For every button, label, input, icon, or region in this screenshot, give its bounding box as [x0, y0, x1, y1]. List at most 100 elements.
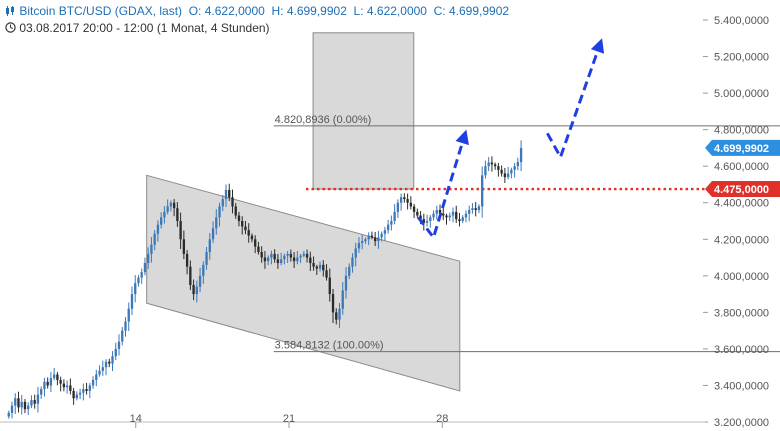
candle — [56, 371, 59, 386]
candle — [147, 247, 150, 270]
candle-body — [286, 253, 289, 256]
y-tick-label: 5.400,0000 — [714, 15, 769, 27]
candle-body — [331, 294, 335, 313]
last-price-tag: 4.699,9902 — [705, 139, 780, 156]
candle — [354, 242, 357, 267]
candle — [510, 167, 513, 179]
candle-body — [211, 228, 215, 240]
candle — [228, 183, 231, 202]
candle — [432, 210, 435, 221]
symbol-label: Bitcoin BTC/USD (GDAX, last) — [19, 4, 183, 18]
chart-subheader: 03.08.2017 20:00 - 12:00 (1 Monat, 4 Stu… — [5, 21, 270, 35]
candle-body — [396, 202, 400, 212]
candle — [390, 215, 393, 231]
candle-body — [328, 277, 331, 295]
candle-body — [296, 257, 299, 262]
y-tick-label: 3.800,0000 — [714, 307, 769, 319]
candle-body — [364, 239, 367, 242]
candle — [519, 140, 523, 172]
candle — [172, 199, 176, 217]
y-tick-label: 3.200,0000 — [714, 417, 769, 429]
candle-body — [260, 252, 263, 258]
candle-body — [153, 233, 156, 245]
candle-body — [140, 272, 143, 278]
chart-header: Bitcoin BTC/USD (GDAX, last) O: 4.622,00… — [5, 4, 509, 18]
candle-body — [406, 199, 409, 203]
candle — [412, 203, 416, 219]
candle — [224, 184, 228, 207]
candle-body — [98, 370, 101, 375]
candle — [299, 253, 302, 264]
candle-body — [189, 266, 192, 285]
candle-body — [432, 213, 435, 218]
candle-body — [231, 197, 234, 207]
candle — [445, 213, 448, 225]
price-tag-label: 4.699,9902 — [714, 143, 769, 155]
candle-body — [429, 217, 432, 221]
candle — [344, 267, 348, 299]
candle — [403, 193, 406, 203]
candle-body — [111, 356, 114, 364]
candle-body — [305, 253, 309, 258]
candle-body — [377, 237, 380, 242]
candle — [247, 223, 250, 243]
candle — [348, 263, 351, 280]
candle-body — [461, 217, 464, 221]
candle-body — [244, 226, 247, 231]
candle — [65, 380, 69, 394]
candle-body — [69, 385, 72, 391]
candle — [49, 371, 53, 393]
candle — [328, 268, 331, 302]
candle — [124, 317, 127, 337]
candle — [244, 221, 247, 235]
candle — [273, 249, 276, 263]
candle-body — [513, 166, 516, 170]
candle — [104, 359, 108, 376]
candle — [474, 201, 477, 217]
candle — [429, 215, 432, 228]
candle — [341, 282, 344, 315]
candle-body — [20, 401, 23, 408]
candle-body — [484, 166, 487, 176]
candle-body — [65, 385, 69, 388]
y-tick-label: 5.200,0000 — [714, 52, 769, 64]
timeframe-label: 03.08.2017 20:00 - 12:00 — [19, 21, 154, 35]
candle-body — [351, 257, 354, 267]
candle-body — [46, 381, 49, 386]
candle-body — [399, 197, 403, 203]
candle-body — [435, 210, 438, 214]
candle-body — [474, 208, 477, 211]
projection-arrow-head — [590, 38, 605, 54]
candle — [357, 237, 361, 253]
candle-body — [40, 389, 43, 395]
candle-body — [202, 264, 205, 276]
candle-body — [49, 378, 53, 386]
projection-arrow-line — [416, 129, 468, 239]
candle-body — [283, 255, 286, 260]
candle — [399, 193, 403, 211]
candle-body — [23, 401, 27, 410]
candle-body — [403, 197, 406, 200]
candle-body — [390, 221, 393, 225]
candlestick-icon — [5, 5, 16, 16]
candle — [309, 251, 312, 272]
candle — [283, 253, 286, 265]
candle — [46, 377, 49, 389]
candle — [85, 382, 88, 395]
candle-body — [487, 162, 490, 167]
y-tick-label: 3.400,0000 — [714, 380, 769, 392]
candle — [59, 376, 62, 392]
candle-body — [104, 361, 108, 368]
y-tick-label: 5.000,0000 — [714, 88, 769, 100]
candle-body — [416, 211, 419, 216]
candle — [471, 203, 474, 214]
fib-level-label: 3.584,8132 (100.00%) — [275, 340, 384, 352]
candle-body — [438, 210, 442, 214]
candle-body — [493, 164, 497, 167]
candle — [234, 203, 237, 219]
candle — [263, 250, 267, 269]
candle — [361, 234, 364, 250]
projection-arrows-layer — [416, 37, 605, 239]
candle — [318, 261, 322, 272]
